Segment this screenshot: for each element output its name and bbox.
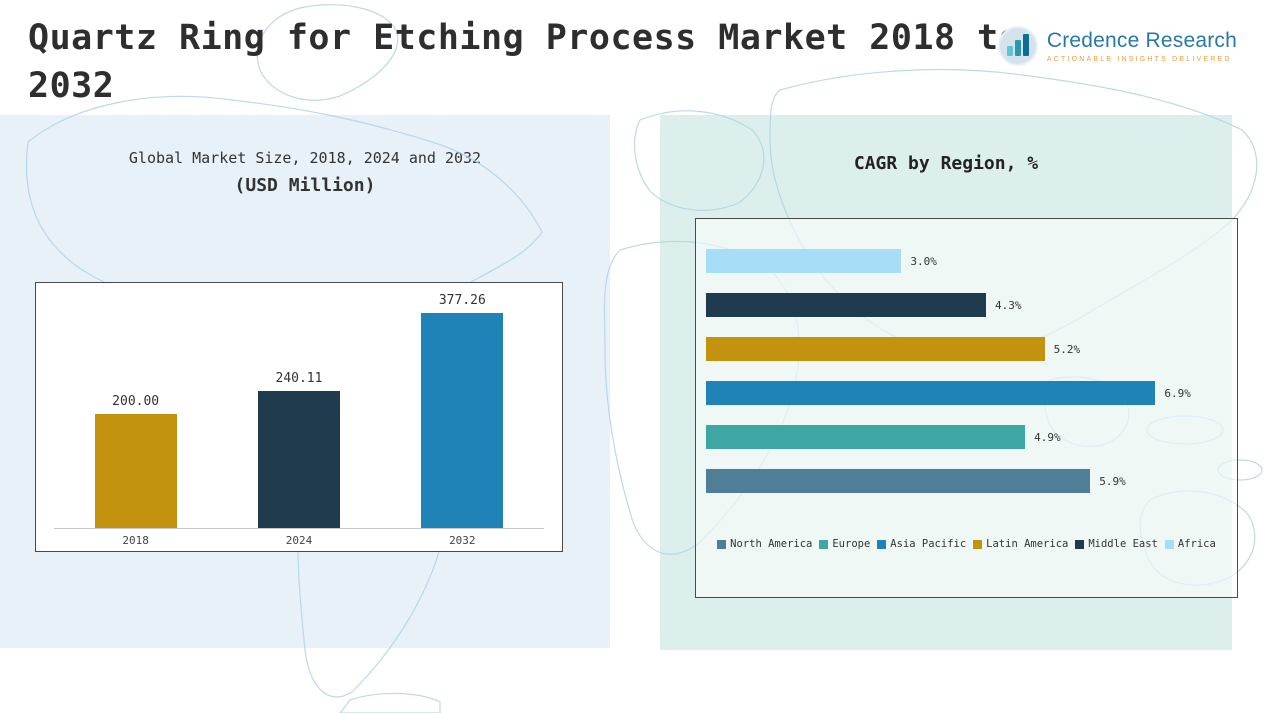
cagr-value-label: 5.2% [1053,342,1081,356]
legend-item-middle-east: Middle East [1075,538,1158,550]
legend-label: North America [730,538,813,550]
logo-bar-medium [1014,40,1021,56]
x-axis-label-2032: 2032 [449,534,476,547]
market-size-chart-title: Global Market Size, 2018, 2024 and 2032 … [0,115,610,196]
cagr-row-middle-east: 4.3% [706,293,1227,317]
cagr-value-label: 6.9% [1164,386,1191,400]
legend-swatch [1164,539,1174,549]
x-axis-label-2024: 2024 [285,534,313,547]
legend-item-asia-pacific: Asia Pacific [877,538,966,550]
logo-text: Credence Research Actionable Insights De… [1047,29,1237,63]
legend-item-europe: Europe [819,538,870,550]
cagr-bar-latin-america [706,337,1045,361]
legend-label: Latin America [986,538,1069,550]
cagr-row-north-america: 5.9% [706,469,1227,493]
cagr-bar-chart: 3.0% 4.3% 5.2% 6.9% 4.9% 5.9% North America Eu… [695,218,1238,598]
market-size-panel: Global Market Size, 2018, 2024 and 2032 … [0,115,610,648]
map-antarctica-outline [339,692,441,713]
credence-research-logo: Credence Research Actionable Insights De… [997,26,1237,66]
bar-value-label: 377.26 [438,293,486,309]
legend-item-north-america: North America [717,538,812,550]
bar-2018 [94,414,177,528]
market-size-bar-chart: 200.00 240.11 377.26 2018 2024 2032 [35,282,563,552]
market-size-title-line1: Global Market Size, 2018, 2024 and 2032 [128,149,482,167]
cagr-value-label: 5.9% [1099,474,1126,488]
page-title: Quartz Ring for Etching Process Market 2… [28,18,1021,106]
cagr-row-africa: 3.0% [706,249,1227,273]
cagr-bar-europe [706,425,1026,449]
bar-group-2032: 377.26 [421,289,504,528]
legend-item-latin-america: Latin America [973,538,1068,550]
cagr-value-label: 4.9% [1034,430,1061,444]
legend-swatch [973,539,983,549]
logo-bar-small [1006,46,1013,56]
legend-swatch [819,539,829,549]
legend-item-africa: Africa [1164,538,1216,550]
logo-tagline: Actionable Insights Delivered [1046,56,1232,63]
market-size-plot-area: 200.00 240.11 377.26 [54,289,544,529]
legend-swatch [877,539,887,549]
bar-2032 [421,313,504,528]
x-axis-label-2018: 2018 [122,534,149,547]
legend-swatch [717,539,727,549]
bar-group-2018: 200.00 [94,289,177,528]
cagr-row-latin-america: 5.2% [706,337,1227,361]
cagr-value-label: 4.3% [995,298,1022,312]
logo-bar-large [1022,34,1029,56]
cagr-bar-middle-east [706,293,987,317]
cagr-row-asia-pacific: 6.9% [706,381,1227,405]
legend-label: Europe [832,538,871,550]
cagr-row-europe: 4.9% [706,425,1227,449]
logo-name: Credence Research [1046,29,1237,52]
bar-2024 [257,391,340,528]
cagr-panel: CAGR by Region, % 3.0% 4.3% 5.2% 6.9% 4.9% 5.… [660,115,1238,650]
market-size-title-line2: (USD Million) [234,175,376,196]
cagr-bar-north-america [706,469,1091,493]
cagr-bar-asia-pacific [706,381,1156,405]
legend-label: Asia Pacific [890,538,967,550]
bar-value-label: 200.00 [112,394,160,410]
cagr-legend: North America Europe Asia Pacific Latin Ame… [706,538,1227,550]
bar-group-2024: 240.11 [257,289,340,528]
cagr-chart-title: CAGR by Region, % [853,153,1039,174]
cagr-value-label: 3.0% [910,254,937,268]
bar-chart-logo-icon [997,26,1038,66]
legend-swatch [1075,539,1085,549]
bar-value-label: 240.11 [275,371,323,387]
market-size-x-axis: 2018 2024 2032 [54,534,544,547]
cagr-bar-africa [706,249,902,273]
legend-label: Africa [1177,538,1216,550]
legend-label: Middle East [1088,538,1158,550]
cagr-plot-area: 3.0% 4.3% 5.2% 6.9% 4.9% 5.9% [706,249,1227,493]
